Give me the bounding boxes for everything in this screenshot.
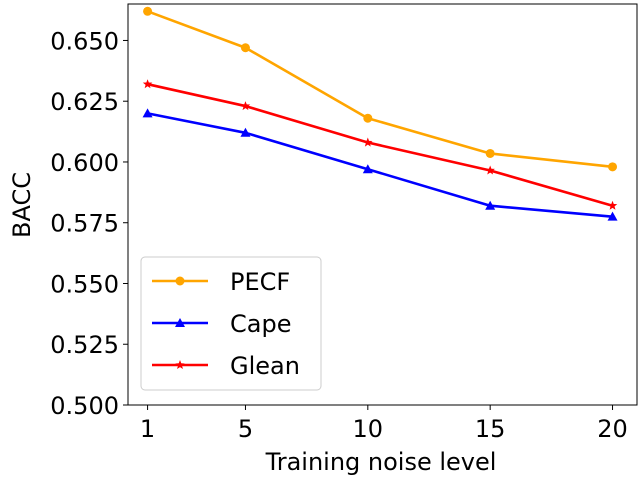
data-point-glean-4 [485,165,495,175]
legend-marker-cape [175,318,185,327]
data-point-pecf-5 [608,162,618,172]
legend: PECF Cape Glean [140,256,322,391]
data-point-pecf-3 [363,113,373,123]
x-tick-label: 1 [140,415,155,443]
y-tick-label: 0.650 [50,27,119,55]
y-tick-label: 0.500 [50,392,119,420]
y-tick-label: 0.625 [50,88,119,116]
data-point-glean-5 [607,200,618,210]
x-tick-label: 10 [353,415,384,443]
legend-label-glean: Glean [230,352,300,380]
data-point-pecf-1 [143,6,153,16]
plot-area [127,3,638,406]
legend-marker-pecf [175,276,185,286]
data-point-pecf-2 [240,43,250,53]
series-line-glean [147,82,613,207]
series-line-cape [147,112,613,218]
x-tick-label: 5 [238,415,253,443]
x-tick-label: 20 [597,415,628,443]
data-point-pecf-4 [485,148,495,158]
y-tick-label: 0.525 [50,331,119,359]
y-tick-label: 0.575 [50,210,119,238]
data-point-cape-3 [362,164,373,174]
legend-box [140,256,322,391]
legend-label-pecf: PECF [230,268,290,296]
legend-marker-glean [175,360,185,370]
data-point-glean-1 [142,79,153,89]
y-tick-label: 0.550 [50,270,119,298]
y-tick-label: 0.600 [50,149,119,177]
axis-ticks: 1 5 10 15 200.5000.5250.5500.5750.6000.6250.… [50,27,628,443]
plot-frame [127,3,638,406]
x-tick-label: 15 [475,415,506,443]
data-point-glean-3 [363,137,373,147]
data-point-glean-2 [240,101,251,111]
data-point-cape-4 [485,200,496,210]
data-point-cape-1 [142,108,153,118]
data-point-cape-2 [240,127,251,137]
legend-label-cape: Cape [230,310,291,338]
series-line-pecf [147,10,613,169]
y-axis-label: BACC [8,172,36,238]
data-point-cape-5 [607,211,618,221]
x-axis-label: Training noise level [265,448,497,476]
